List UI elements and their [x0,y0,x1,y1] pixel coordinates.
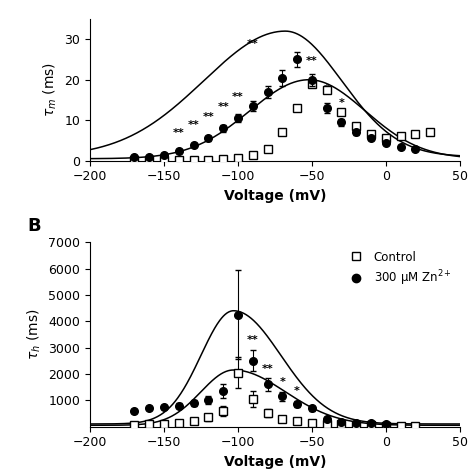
Text: B: B [27,217,41,235]
Text: **: ** [262,364,273,374]
X-axis label: Voltage (mV): Voltage (mV) [224,455,326,469]
Text: *: * [294,386,300,396]
Text: **: ** [247,39,259,49]
Text: **: ** [173,128,185,138]
Text: **: ** [247,335,259,345]
Text: **: ** [306,55,318,65]
Y-axis label: $\tau_m$ (ms): $\tau_m$ (ms) [42,63,59,118]
Text: **: ** [217,102,229,112]
Y-axis label: $\tau_h$ (ms): $\tau_h$ (ms) [26,309,43,360]
Text: *: * [324,84,329,94]
Legend: Control, 300 μM Zn$^{2+}$: Control, 300 μM Zn$^{2+}$ [342,248,454,290]
Text: **: ** [188,120,200,130]
Text: *: * [279,377,285,387]
Text: **: ** [232,92,244,102]
Text: *: * [338,98,345,108]
Text: **: ** [202,112,214,122]
X-axis label: Voltage (mV): Voltage (mV) [224,189,326,203]
